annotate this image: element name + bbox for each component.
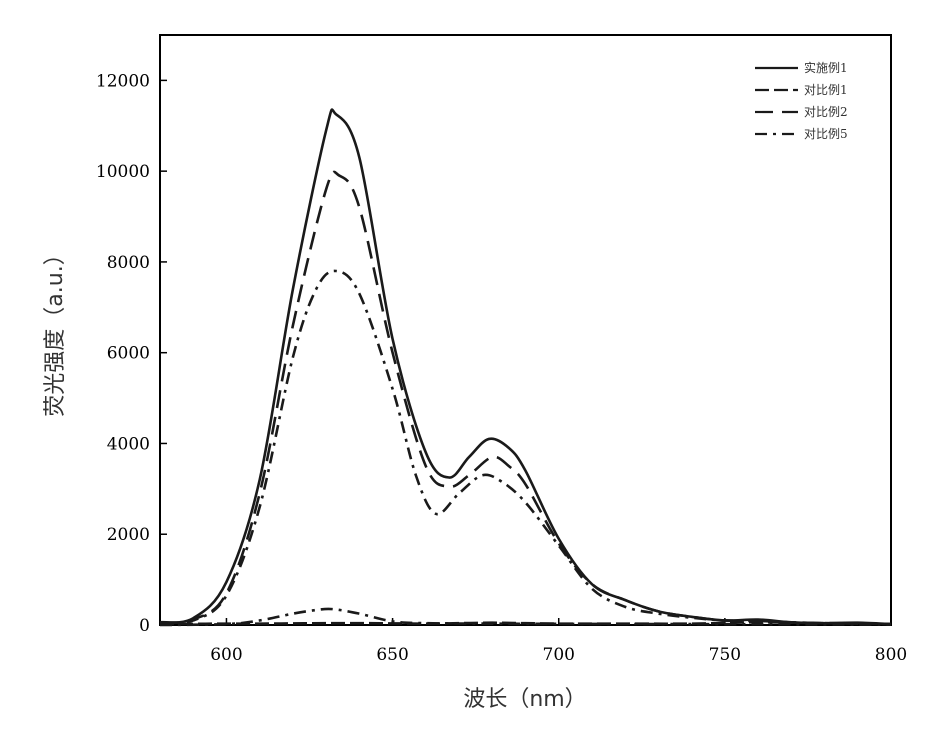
legend-label-4: 对比例5 xyxy=(804,127,848,141)
plot-frame xyxy=(160,35,891,625)
x-tick-label: 700 xyxy=(543,645,575,665)
y-tick-label: 4000 xyxy=(107,434,150,454)
y-axis-title: 荧光强度（a.u.） xyxy=(43,243,68,416)
y-tick-label: 12000 xyxy=(96,71,150,91)
legend-label-2: 对比例1 xyxy=(804,83,848,97)
y-tick-label: 8000 xyxy=(107,253,150,273)
y-axis: 0 2000 4000 6000 8000 10000 12000 xyxy=(96,71,167,636)
x-tick-label: 800 xyxy=(875,645,907,665)
legend-label-1: 实施例1 xyxy=(804,60,848,75)
x-tick-label: 750 xyxy=(709,645,741,665)
series-layer xyxy=(160,110,891,625)
x-tick-label: 600 xyxy=(210,645,242,665)
y-tick-label: 10000 xyxy=(96,162,150,182)
y-tick-label: 6000 xyxy=(107,344,150,364)
series-line-1 xyxy=(160,110,891,625)
legend-label-3: 对比例2 xyxy=(804,105,848,119)
x-axis-title: 波长（nm） xyxy=(463,687,586,712)
series-line-3 xyxy=(160,172,891,624)
y-tick-label: 2000 xyxy=(107,525,150,545)
legend: 实施例1 对比例1 对比例2 对比例5 xyxy=(755,60,848,141)
x-tick-label: 650 xyxy=(376,645,408,665)
y-tick-label: 0 xyxy=(139,616,150,636)
